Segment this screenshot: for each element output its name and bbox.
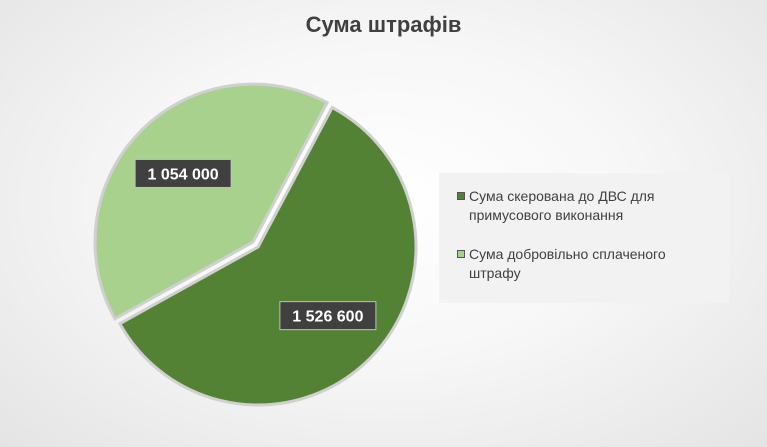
chart-title: Сума штрафів xyxy=(305,12,462,37)
data-label-enforced: 1 526 600 xyxy=(279,301,377,331)
legend-item-voluntary: Сума добровільно сплаченого штрафу xyxy=(457,245,719,283)
legend-item-enforced: Сума скерована до ДВС для примусового ви… xyxy=(457,187,719,225)
data-label-voluntary: 1 054 000 xyxy=(134,158,232,188)
pie-slice-voluntary xyxy=(93,82,330,321)
legend-swatch-voluntary xyxy=(457,250,465,258)
legend-label-enforced: Сума скерована до ДВС для примусового ви… xyxy=(469,188,655,223)
legend: Сума скерована до ДВС для примусового ви… xyxy=(439,173,729,303)
pie-slice-enforced xyxy=(117,105,418,407)
svg-text:1 526 600: 1 526 600 xyxy=(292,309,363,326)
legend-label-voluntary: Сума добровільно сплаченого штрафу xyxy=(469,246,666,281)
legend-swatch-enforced xyxy=(457,192,465,200)
svg-text:1 054 000: 1 054 000 xyxy=(148,166,219,183)
